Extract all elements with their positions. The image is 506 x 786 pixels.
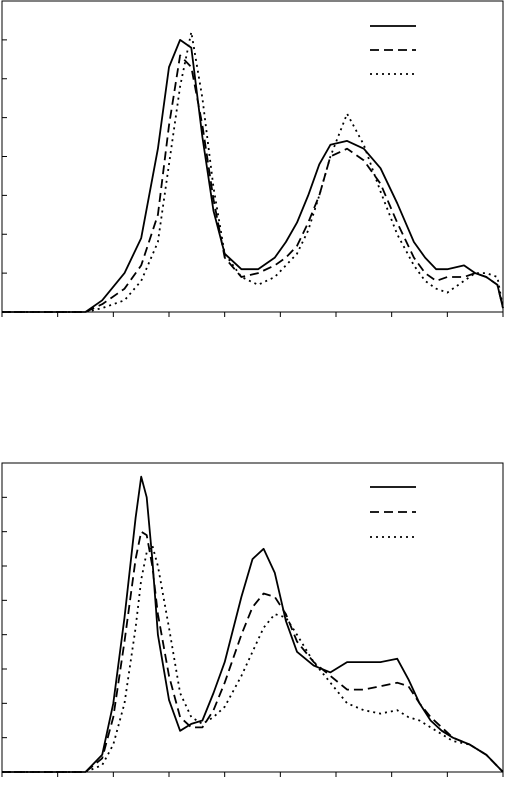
series-line-solid xyxy=(2,39,504,313)
series-line-solid xyxy=(2,475,504,773)
series-line-dotted xyxy=(2,544,504,773)
series-line-dashed xyxy=(2,54,504,313)
series-line-dashed xyxy=(2,530,504,773)
plot-frame xyxy=(1,0,504,313)
upper-line-chart xyxy=(1,0,504,317)
plot-frame xyxy=(1,462,504,773)
series-line-dotted xyxy=(2,31,504,313)
lower-line-chart xyxy=(1,462,504,777)
